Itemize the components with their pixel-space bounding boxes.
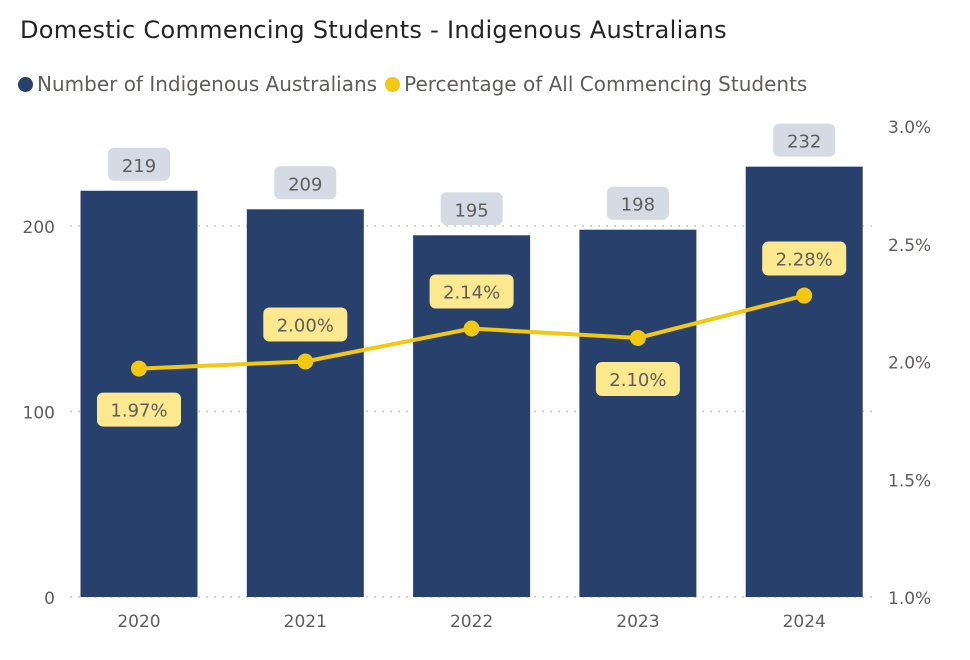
percentage-data-label: 2.00% — [277, 316, 334, 337]
legend: Number of Indigenous Australians Percent… — [18, 72, 815, 96]
right-axis-tick-label: 3.0% — [888, 118, 931, 138]
bar-2024 — [745, 166, 863, 597]
chart-title: Domestic Commencing Students - Indigenou… — [20, 16, 727, 44]
bar-data-label-bg — [274, 166, 337, 200]
bar-data-label-bg — [606, 186, 669, 220]
right-axis-tick-label: 1.5% — [888, 471, 931, 491]
percentage-point-2023 — [629, 329, 646, 346]
legend-marker-percentage — [385, 76, 401, 92]
legend-label-count: Number of Indigenous Australians — [37, 72, 378, 96]
x-axis-tick-label: 2021 — [284, 612, 327, 632]
percentage-data-label: 2.10% — [609, 370, 666, 391]
percentage-data-label: 2.14% — [443, 283, 500, 304]
percentage-data-label: 1.97% — [110, 401, 167, 422]
right-axis-tick-label: 2.5% — [888, 236, 931, 256]
left-axis-tick-label: 0 — [44, 589, 55, 609]
percentage-point-2024 — [796, 287, 813, 304]
bar-data-label: 232 — [787, 132, 821, 153]
bar-data-label: 209 — [288, 174, 322, 195]
percentage-data-label-bg — [595, 361, 680, 396]
x-axis-tick-label: 2023 — [616, 612, 659, 632]
right-axis-tick-label: 1.0% — [888, 589, 931, 609]
bar-data-label: 219 — [122, 156, 156, 177]
percentage-data-label-bg — [97, 392, 181, 427]
bar-2023 — [579, 229, 697, 597]
left-axis-tick-label: 100 — [23, 404, 55, 424]
bar-data-label-bg — [440, 192, 503, 226]
percentage-data-label-bg — [762, 241, 847, 276]
bar-2021 — [246, 209, 364, 597]
legend-item-percentage[interactable]: Percentage of All Commencing Students — [385, 72, 807, 96]
legend-marker-count — [18, 76, 33, 92]
percentage-point-2020 — [131, 360, 147, 377]
x-axis-tick-label: 2022 — [450, 612, 493, 632]
percentage-data-label-bg — [263, 307, 348, 342]
bar-data-label: 195 — [454, 200, 488, 221]
left-axis-tick-label: 200 — [23, 218, 55, 238]
right-axis-tick-label: 2.0% — [888, 354, 931, 374]
bar-data-label: 198 — [621, 195, 655, 216]
bar-data-label-bg — [773, 123, 836, 157]
x-axis-tick-label: 2020 — [117, 612, 160, 632]
percentage-point-2021 — [297, 353, 314, 370]
percentage-data-label: 2.28% — [776, 250, 833, 271]
percentage-point-2022 — [463, 320, 480, 337]
legend-label-percentage: Percentage of All Commencing Students — [404, 72, 808, 96]
legend-item-count[interactable]: Number of Indigenous Australians — [18, 72, 377, 96]
percentage-data-label-bg — [429, 274, 514, 309]
bar-data-label-bg — [108, 147, 170, 181]
x-axis-tick-label: 2024 — [783, 612, 826, 632]
